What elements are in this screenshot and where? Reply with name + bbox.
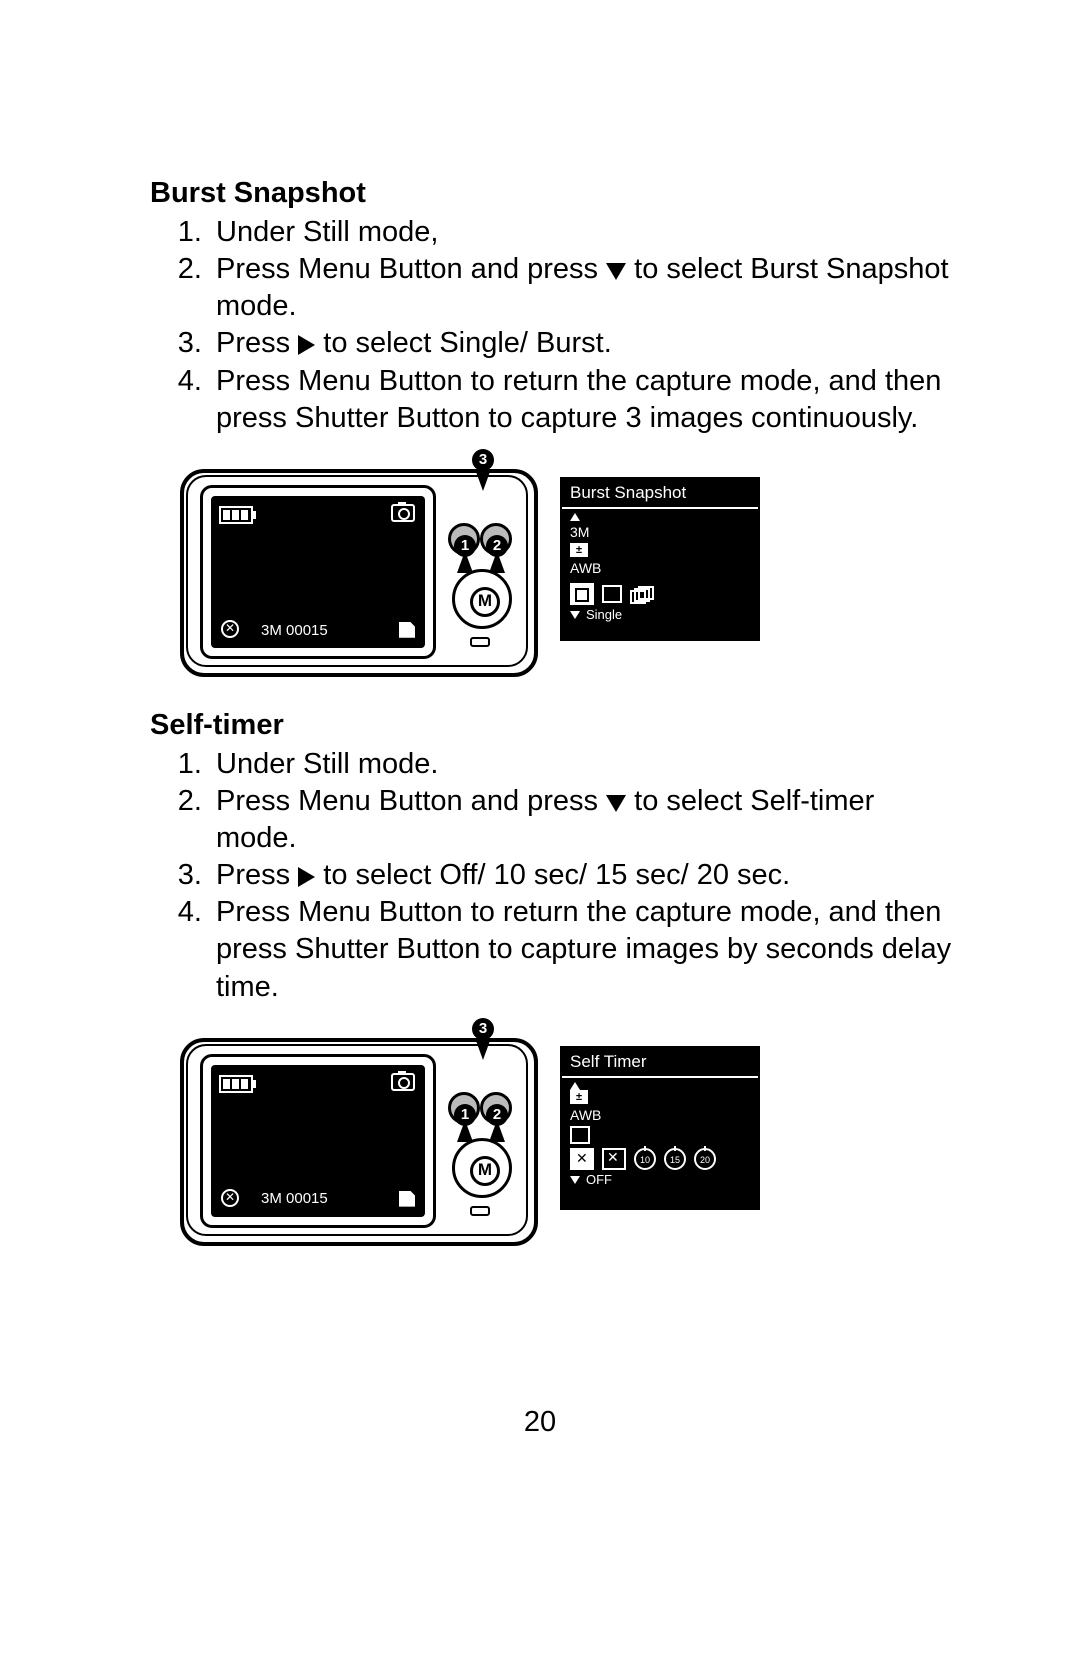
callout-3: 3: [472, 449, 494, 471]
card-icon: [399, 1191, 415, 1207]
down-triangle-icon: [606, 263, 626, 280]
menu-title: Self Timer: [562, 1048, 758, 1078]
camera-illustration: ✕ 3M 00015 M 3 1 2: [180, 451, 530, 671]
up-arrow-icon: [570, 513, 580, 521]
menu-title: Burst Snapshot: [562, 479, 758, 509]
burst-options-row: [570, 583, 750, 605]
ev-icon: ±: [570, 543, 588, 557]
callout-1: 1: [454, 1104, 476, 1126]
callout-1: 1: [454, 535, 476, 557]
card-icon: [399, 622, 415, 638]
burst-step-1: Under Still mode,: [210, 214, 960, 251]
burst-steps: Under Still mode, Press Menu Button and …: [150, 214, 960, 437]
camera-screen-frame: ✕ 3M 00015: [200, 485, 436, 659]
single-option-icon: [570, 1126, 590, 1144]
battery-icon: [219, 1075, 253, 1093]
timer-options-row: 10 15 20: [570, 1148, 750, 1170]
menu-row-awb: AWB: [570, 557, 750, 579]
reset-hole: [470, 1206, 490, 1216]
timer-steps: Under Still mode. Press Menu Button and …: [150, 746, 960, 1006]
flash-off-icon: ✕: [221, 620, 239, 638]
camera-illustration: ✕ 3M 00015 M 3 1 2: [180, 1020, 530, 1240]
single-option-icon: [570, 583, 594, 605]
timer-step-3: Press to select Off/ 10 sec/ 15 sec/ 20 …: [210, 857, 960, 894]
reset-hole: [470, 637, 490, 647]
down-arrow-icon: [570, 611, 580, 619]
timer-figure-row: ✕ 3M 00015 M 3 1 2 Self Timer: [180, 1020, 960, 1240]
burst-figure-row: ✕ 3M 00015 M 3 1 2 Burst Snapshot: [180, 451, 960, 671]
manual-page: Burst Snapshot Under Still mode, Press M…: [0, 0, 1080, 1240]
nav-wheel: M: [452, 1138, 512, 1198]
menu-row-3m: 3M: [570, 521, 750, 543]
callout-3: 3: [472, 1018, 494, 1040]
timer-step-1: Under Still mode.: [210, 746, 960, 783]
burst-step-2a: Press Menu Button and press: [216, 253, 598, 285]
camera-screen: ✕ 3M 00015: [211, 1065, 425, 1217]
camera-screen: ✕ 3M 00015: [211, 496, 425, 648]
burst-heading: Burst Snapshot: [150, 175, 960, 212]
screen-counter: 3M 00015: [261, 621, 328, 640]
timer-off-alt-icon: [602, 1148, 626, 1170]
down-triangle-icon: [606, 795, 626, 812]
menu-footer-label: OFF: [586, 1172, 612, 1189]
still-mode-icon: [391, 1073, 415, 1091]
arrow-down-icon: [475, 469, 491, 491]
callout-2: 2: [486, 1104, 508, 1126]
ev-icon: ±: [570, 1090, 588, 1104]
battery-icon: [219, 506, 253, 524]
burst-step-3b: to select Single/ Burst.: [323, 327, 612, 359]
timer-step-3a: Press: [216, 859, 290, 891]
timer-15-icon: 15: [664, 1148, 686, 1170]
burst-option-icon: [602, 585, 622, 603]
timer-heading: Self-timer: [150, 707, 960, 744]
still-mode-icon: [391, 504, 415, 522]
menu-button: M: [470, 587, 500, 617]
timer-20-icon: 20: [694, 1148, 716, 1170]
timer-step-4: Press Menu Button to return the capture …: [210, 894, 960, 1005]
menu-footer-label: Single: [586, 607, 622, 624]
menu-row-awb: AWB: [570, 1104, 750, 1126]
timer-menu-screen: Self Timer ± AWB 10 15 20 OFF: [560, 1046, 760, 1210]
camera-screen-frame: ✕ 3M 00015: [200, 1054, 436, 1228]
screen-counter: 3M 00015: [261, 1189, 328, 1208]
burst-step-2: Press Menu Button and press to select Bu…: [210, 251, 960, 325]
down-arrow-icon: [570, 1176, 580, 1184]
nav-wheel: M: [452, 569, 512, 629]
right-triangle-icon: [298, 335, 315, 355]
burst-step-3a: Press: [216, 327, 290, 359]
flash-off-icon: ✕: [221, 1189, 239, 1207]
right-triangle-icon: [298, 867, 315, 887]
timer-step-2a: Press Menu Button and press: [216, 785, 598, 817]
callout-2: 2: [486, 535, 508, 557]
arrow-down-icon: [475, 1038, 491, 1060]
timer-off-icon: [570, 1148, 594, 1170]
burst-menu-screen: Burst Snapshot 3M ± AWB Single: [560, 477, 760, 641]
timer-step-3b: to select Off/ 10 sec/ 15 sec/ 20 sec.: [323, 859, 790, 891]
timer-step-2: Press Menu Button and press to select Se…: [210, 783, 960, 857]
burst-step-4: Press Menu Button to return the capture …: [210, 363, 960, 437]
menu-body: ± AWB 10 15 20 OFF: [562, 1078, 758, 1208]
timer-10-icon: 10: [634, 1148, 656, 1170]
page-number: 20: [0, 1406, 1080, 1439]
menu-body: 3M ± AWB Single: [562, 509, 758, 639]
burst-step-3: Press to select Single/ Burst.: [210, 325, 960, 362]
up-arrow-icon: [570, 1082, 580, 1090]
multi-option-icon: [630, 586, 650, 602]
menu-button: M: [470, 1156, 500, 1186]
